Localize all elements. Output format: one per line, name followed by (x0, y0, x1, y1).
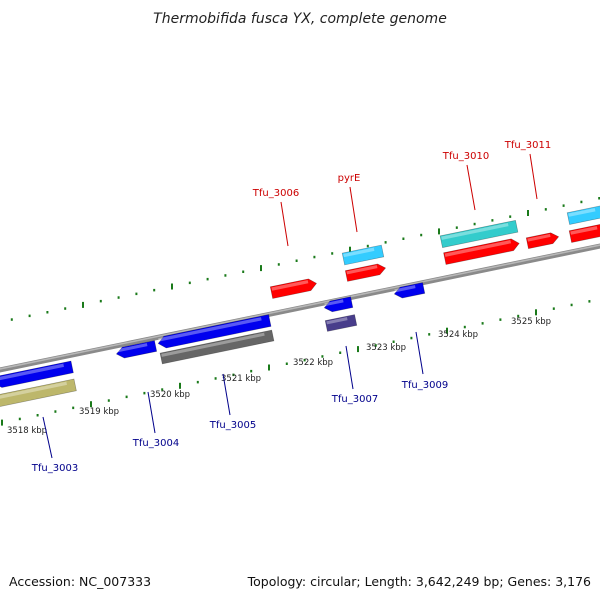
scale-label: 3522 kbp (293, 358, 333, 368)
gene-label-pyrE: pyrE (338, 173, 361, 184)
gene-Tfu_3007-partner (324, 314, 358, 332)
gene-label-Tfu_3007: Tfu_3007 (331, 394, 378, 405)
label-leader-line (222, 373, 231, 416)
scale-label: 3524 kbp (438, 330, 478, 340)
scale-label: 3523 kbp (366, 343, 406, 353)
gene-Tfu_3010-partner (439, 219, 519, 249)
scale-label: 3518 kbp (7, 426, 47, 436)
gene-Tfu_3011 (525, 232, 560, 249)
label-leader-line (529, 153, 538, 200)
gene-label-Tfu_3006: Tfu_3006 (252, 188, 299, 199)
scale-label: 3519 kbp (79, 407, 119, 417)
scale-label: 3521 kbp (221, 374, 261, 384)
label-leader-line (280, 201, 289, 247)
gene-label-Tfu_3009: Tfu_3009 (401, 380, 448, 391)
genome-backbone (0, 243, 600, 373)
scale-labels: 3518 kbp 3519 kbp 3520 kbp 3521 kbp 3522 kbp… (7, 317, 551, 436)
genome-backbone-highlight (0, 244, 600, 370)
genome-summary-text: Topology: circular; Length: 3,642,249 bp… (247, 574, 591, 589)
gene-label-Tfu_3003: Tfu_3003 (31, 463, 78, 474)
gene-Tfu_3009 (393, 282, 426, 299)
gene-Tfu_3003 (0, 360, 74, 388)
label-leader-line (349, 186, 358, 233)
scale-label: 3525 kbp (511, 317, 551, 327)
gene-Tfu_3003-partner (0, 378, 77, 408)
label-leader-line (42, 416, 53, 459)
gene-pyrE (344, 263, 387, 282)
gene-Tfu_3007 (323, 296, 354, 313)
scale-label: 3520 kbp (150, 390, 190, 400)
label-leader-line (345, 345, 354, 390)
gene-features (0, 205, 600, 408)
label-leader-line (147, 391, 156, 434)
gene-label-Tfu_3010: Tfu_3010 (442, 151, 489, 162)
gene-Tfu_3005-partner (159, 329, 275, 365)
gene-label-Tfu_3004: Tfu_3004 (132, 438, 179, 449)
gene-Tfu_3005 (157, 314, 272, 349)
gene-label-Tfu_3005: Tfu_3005 (209, 420, 256, 431)
gene-edge-red (568, 223, 600, 243)
gene-labels: Tfu_3006 pyrE Tfu_3010 Tfu_3011 Tfu_3003 Tfu_… (31, 140, 551, 474)
accession-text: Accession: NC_007333 (9, 574, 151, 589)
label-leader-line (466, 164, 476, 211)
genome-title: Thermobifida fusca YX, complete genome (153, 11, 447, 27)
gene-pyrE-partner (341, 244, 385, 266)
gene-Tfu_3004 (115, 340, 158, 359)
gene-edge-cyan (566, 205, 600, 225)
label-leader-line (415, 331, 424, 375)
gene-label-Tfu_3011: Tfu_3011 (504, 140, 551, 151)
gene-Tfu_3006 (269, 278, 317, 299)
gene-Tfu_3010 (443, 238, 520, 265)
tick-marks (1, 197, 600, 426)
